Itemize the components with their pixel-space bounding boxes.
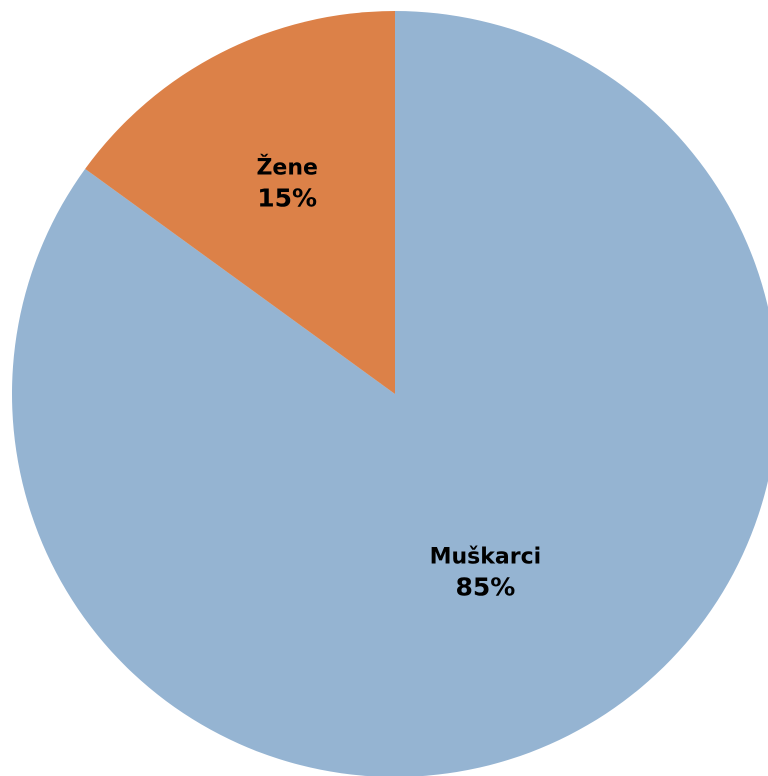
pie-labels: Muškarci 85% Žene 15% <box>256 154 541 601</box>
pie-slice-1 <box>12 11 768 776</box>
slice-label-1: Muškarci <box>430 544 542 569</box>
pie-slice-2 <box>85 11 396 394</box>
slice-value-label-1: 85% <box>455 572 515 601</box>
slice-value-label-2: 15% <box>257 183 317 212</box>
pie-slices <box>12 11 768 776</box>
slice-label-2: Žene <box>256 154 317 180</box>
